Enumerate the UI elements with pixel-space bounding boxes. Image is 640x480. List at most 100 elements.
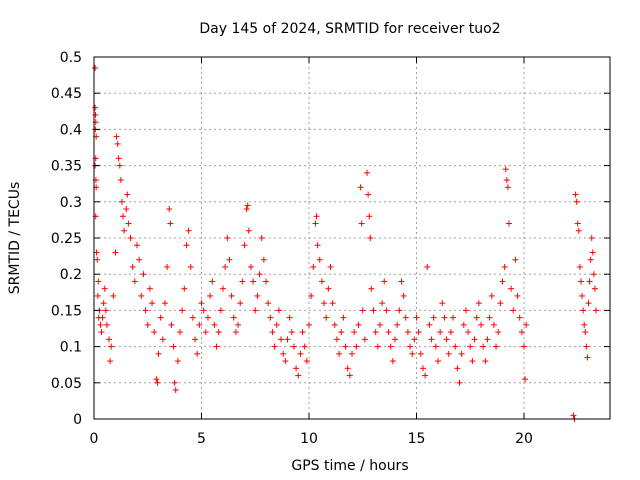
data-point xyxy=(232,329,239,336)
data-point xyxy=(149,300,156,307)
data-point xyxy=(134,242,140,249)
y-tick-label: 0.25 xyxy=(51,231,82,247)
data-point xyxy=(239,278,246,285)
data-point xyxy=(100,300,107,307)
data-point xyxy=(102,307,109,314)
data-point xyxy=(480,343,487,350)
data-point xyxy=(430,314,437,321)
data-point xyxy=(361,336,368,343)
data-point xyxy=(580,307,587,314)
data-point xyxy=(338,329,345,336)
data-point xyxy=(432,343,439,350)
data-point xyxy=(164,263,171,270)
data-point xyxy=(587,256,594,263)
data-point xyxy=(329,300,336,307)
data-point xyxy=(409,350,416,357)
data-point xyxy=(437,329,444,336)
data-point xyxy=(263,278,269,285)
data-point xyxy=(445,350,452,357)
data-point xyxy=(237,300,244,307)
data-point xyxy=(454,365,461,372)
data-point xyxy=(458,350,465,357)
data-point xyxy=(333,336,340,343)
data-point xyxy=(499,278,506,285)
data-point xyxy=(368,285,375,292)
data-point xyxy=(226,256,233,263)
data-point xyxy=(154,379,161,386)
data-point xyxy=(161,300,168,307)
data-point xyxy=(471,336,478,343)
data-point xyxy=(411,336,418,343)
data-point xyxy=(299,329,306,336)
data-point xyxy=(167,220,174,227)
data-point xyxy=(523,321,530,328)
data-point xyxy=(123,206,130,213)
data-point xyxy=(258,235,265,241)
y-tick-label: 0 xyxy=(73,412,82,428)
data-point xyxy=(521,343,527,350)
data-point xyxy=(116,162,123,169)
y-axis-ticks: 0 0.05 0.1 0.15 0.2 0.25 0.3 0.35 0.4 0.45 0.5 xyxy=(51,50,610,428)
data-point xyxy=(286,314,293,321)
data-point xyxy=(573,198,580,205)
data-point xyxy=(504,184,511,191)
data-point xyxy=(131,278,138,285)
data-point xyxy=(379,300,386,307)
data-point xyxy=(230,314,237,321)
data-point xyxy=(244,202,251,209)
chart-title: Day 145 of 2024, SRMTID for receiver tuo… xyxy=(199,21,500,37)
data-point xyxy=(293,365,300,372)
data-point xyxy=(250,278,257,285)
x-tick-label: 0 xyxy=(90,431,99,447)
data-point xyxy=(265,300,272,307)
data-point xyxy=(194,350,201,357)
x-tick-label: 20 xyxy=(515,431,533,447)
data-point xyxy=(228,292,235,299)
data-point xyxy=(355,321,362,328)
data-point xyxy=(168,321,175,328)
data-point xyxy=(365,191,372,198)
data-point xyxy=(217,307,224,314)
y-tick-label: 0.4 xyxy=(60,122,82,138)
data-point xyxy=(589,249,596,256)
data-point xyxy=(142,307,149,314)
data-point xyxy=(245,227,252,234)
data-point xyxy=(340,314,347,321)
data-point xyxy=(396,307,403,314)
data-point xyxy=(413,314,420,321)
data-point xyxy=(220,285,226,292)
data-point xyxy=(441,314,448,321)
data-point xyxy=(112,249,119,256)
data-point xyxy=(117,177,124,184)
data-point xyxy=(358,220,365,227)
data-point xyxy=(417,350,424,357)
data-point xyxy=(125,220,132,227)
data-point xyxy=(247,263,254,270)
data-point xyxy=(215,329,222,336)
data-point xyxy=(183,242,190,249)
data-point xyxy=(404,329,411,336)
data-point xyxy=(99,314,106,321)
data-point xyxy=(435,358,441,365)
data-point xyxy=(153,376,160,383)
data-point xyxy=(522,376,529,383)
data-point xyxy=(516,314,523,321)
data-point xyxy=(349,350,355,357)
data-point xyxy=(383,307,390,314)
data-point xyxy=(469,358,476,365)
data-point xyxy=(196,321,203,328)
data-point xyxy=(108,343,115,350)
data-point xyxy=(372,329,379,336)
data-point xyxy=(321,300,328,307)
data-point xyxy=(94,292,101,299)
data-point xyxy=(213,343,220,350)
data-point xyxy=(136,256,143,263)
data-point xyxy=(273,321,280,328)
y-tick-label: 0.3 xyxy=(60,195,82,211)
data-point xyxy=(241,242,248,249)
plot-frame xyxy=(93,56,611,420)
data-point xyxy=(146,285,153,292)
data-point xyxy=(460,321,467,328)
data-point xyxy=(192,336,199,343)
